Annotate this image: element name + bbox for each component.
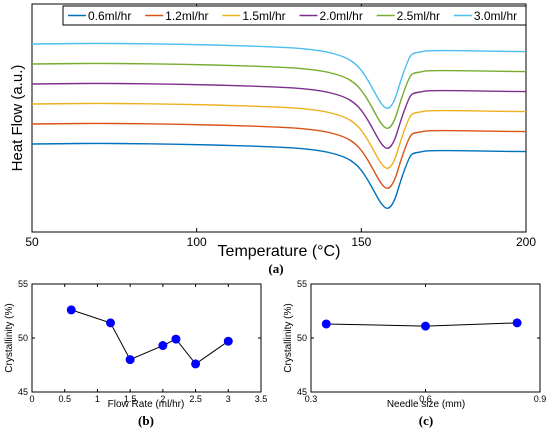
plot-a-frame [31,3,527,233]
x-axis-label-c: Needle size (mm) [387,399,465,410]
x-tick-label-a: 100 [187,235,207,249]
x-tick-label: 3.5 [255,394,268,404]
needle-size-panel: 0.3 0.6 0.9 45 50 55 Crystallinity (%) Needle… [283,279,546,428]
series-line [71,309,229,365]
data-point [191,359,201,369]
data-point [512,318,522,328]
data-point [171,334,181,344]
data-point [321,319,331,329]
x-axis-label-b: Flow Rate (ml/hr) [108,399,185,410]
caption-b: (b) [138,413,154,428]
y-tick-label: 45 [297,387,307,397]
x-tick-label: 0.3 [305,394,318,404]
curve-0.6ml/hr [31,142,527,209]
dsc-curves [31,42,527,209]
legend-label: 0.6ml/hr [88,9,131,23]
caption-a: (a) [268,261,283,276]
y-axis-label-a: Heat Flow (a.u.) [9,65,26,172]
data-point [421,321,430,331]
data-point [223,336,233,346]
x-tick-label: 0.5 [58,394,71,404]
curve-2.5ml/hr [31,62,527,129]
x-tick-label: 0.9 [534,394,547,404]
data-point [158,341,168,351]
x-tick-label: 3 [226,394,231,404]
x-axis-label-a: Temperature (°C) [218,243,341,260]
legend-label: 1.5ml/hr [242,9,285,23]
data-point [106,318,116,328]
flow-rate-panel: 0 0.5 1 1.5 2 2.5 3 3.5 45 50 55 Crystallinity (%)… [4,279,267,428]
axes-b: 0 0.5 1 1.5 2 2.5 3 3.5 45 50 55 [18,279,267,404]
data-point [125,355,135,365]
legend-box [62,5,527,26]
curve-3.0ml/hr [31,42,527,109]
x-tick-label-a: 50 [25,235,39,249]
x-axis-ticks-a: 50 100 150 200 [25,4,536,249]
legend-label: 1.2ml/hr [165,9,208,23]
x-tick-label-a: 150 [351,235,371,249]
legend-label: 2.0ml/hr [320,9,363,23]
x-tick-label: 1 [95,394,100,404]
legend-label: 2.5ml/hr [397,9,440,23]
x-tick-label: 2.5 [189,394,202,404]
curve-1.5ml/hr [31,102,527,169]
y-axis-label-c: Crystallinity (%) [283,303,294,372]
caption-c: (c) [419,413,433,428]
plot-c-frame [310,283,541,393]
y-tick-label: 55 [18,279,28,289]
dsc-panel: 50 100 150 200 0.6ml/hr 1.2ml/hr 1.5ml/hr 2.0m… [9,3,536,276]
legend-label: 3.0ml/hr [474,9,517,23]
axes-c: 0.3 0.6 0.9 45 50 55 [297,279,546,404]
y-tick-label: 50 [297,333,307,343]
x-tick-label-a: 200 [516,235,536,249]
y-axis-label-b: Crystallinity (%) [4,303,15,372]
x-tick-label: 0.6 [419,394,432,404]
x-tick-label: 0 [29,394,34,404]
curve-1.2ml/hr [31,122,527,189]
legend: 0.6ml/hr 1.2ml/hr 1.5ml/hr 2.0ml/hr 2.5ml/hr… [62,5,527,26]
y-tick-label: 50 [18,333,28,343]
x-tick-label: 2 [160,394,165,404]
data-point [66,305,76,315]
y-tick-label: 45 [18,387,28,397]
x-tick-label: 1.5 [124,394,137,404]
y-tick-label: 55 [297,279,307,289]
data-b [66,305,233,369]
data-c [321,318,522,331]
curve-2.0ml/hr [31,82,527,149]
